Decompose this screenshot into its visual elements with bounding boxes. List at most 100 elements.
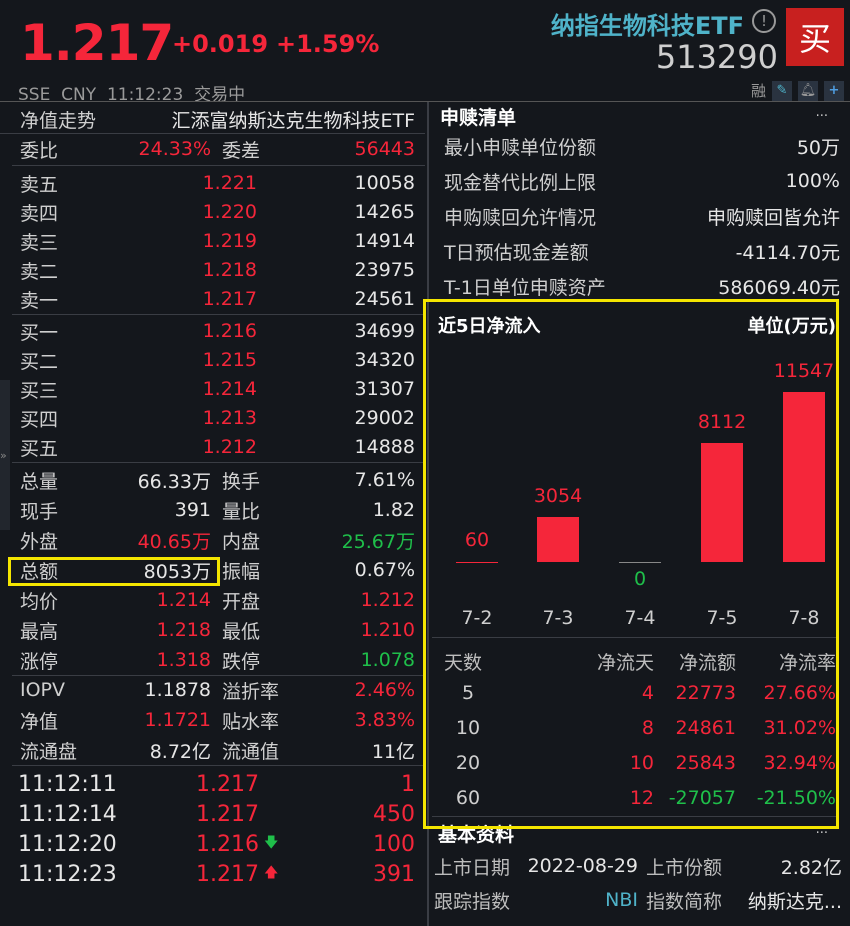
- divider: [12, 765, 425, 766]
- ask-price: 1.217: [202, 288, 257, 310]
- ask-volume: 14265: [354, 201, 415, 223]
- ask-row: 卖五 1.221 10058: [0, 169, 425, 197]
- security-name: 纳指生物科技ETF: [550, 12, 744, 40]
- bar-value-label: 3054: [533, 485, 583, 508]
- stat-label: 内盘: [222, 530, 261, 553]
- stat-value: 7.61%: [354, 469, 415, 491]
- bell-icon[interactable]: 🔔︎: [798, 80, 818, 101]
- flow-table-row: 5 4 22773 27.66%: [432, 679, 836, 707]
- security-code: 513290: [655, 38, 778, 76]
- level-label: 卖三: [20, 231, 59, 254]
- stat-row: 涨停 1.318 跌停 1.078: [0, 646, 425, 674]
- stat-value: 8053万: [143, 560, 211, 583]
- buy-button[interactable]: 买: [786, 8, 844, 66]
- price-change-pct: +1.59%: [276, 30, 380, 58]
- stat-value: 3.83%: [354, 709, 415, 731]
- flow-table-row: 20 10 25843 32.94%: [432, 749, 836, 777]
- label: T-1日单位申赎资产: [444, 276, 606, 299]
- bid-price: 1.212: [202, 436, 257, 458]
- nav-trend-tab[interactable]: 净值走势: [20, 109, 97, 132]
- stat-label: 量比: [222, 500, 261, 523]
- x-tick-label: 7-3: [542, 607, 574, 629]
- stat-label: 贴水率: [222, 710, 280, 733]
- bid-row: 买四 1.213 29002: [0, 404, 425, 432]
- x-tick-label: 7-5: [706, 607, 738, 629]
- divider: [12, 314, 425, 315]
- net-amount: 22773: [675, 682, 736, 704]
- more-button[interactable]: ···: [815, 108, 828, 124]
- market-info: SSE CNY 11:12:23 交易中: [18, 80, 245, 105]
- bar-7-3[interactable]: [537, 517, 579, 562]
- arrow-up-icon: 🡅: [264, 865, 279, 881]
- value: 24.33%: [138, 138, 211, 160]
- bar-7-5[interactable]: [701, 442, 743, 562]
- trading-status: 交易中: [194, 85, 246, 105]
- stat-value: 1.078: [360, 649, 415, 671]
- stat-row: 现手 391 量比 1.82: [0, 496, 425, 524]
- ask-row: 卖四 1.220 14265: [0, 198, 425, 226]
- ask-row: 卖二 1.218 23975: [0, 256, 425, 284]
- net-days: 4: [641, 682, 654, 704]
- plus-icon[interactable]: +: [824, 80, 844, 101]
- nav-header: 净值走势 汇添富纳斯达克生物科技ETF: [0, 105, 425, 133]
- stat-value: 1.214: [156, 589, 211, 611]
- bid-volume: 34320: [354, 349, 415, 371]
- tick-price: 1.217: [196, 771, 259, 797]
- bar-7-4[interactable]: [619, 562, 661, 563]
- stat-value: 391: [174, 499, 211, 521]
- bar-7-8[interactable]: [783, 392, 825, 562]
- bid-price: 1.213: [202, 407, 257, 429]
- tick-row: 11:12:20 1.216 🡇 100: [0, 830, 425, 858]
- level-label: 买三: [20, 379, 59, 402]
- collapse-tab[interactable]: »: [0, 380, 10, 530]
- stat-value: 1.1721: [144, 709, 211, 731]
- flow-table-row: 60 12 -27057 -21.50%: [432, 784, 836, 812]
- toolbar: 融 ✎ 🔔︎ +: [751, 80, 844, 101]
- flow-header: 近5日净流入 单位(万元): [432, 311, 840, 339]
- label: 最小申赎单位份额: [444, 136, 597, 159]
- more-button[interactable]: ···: [815, 825, 828, 841]
- stat-label: 涨停: [20, 650, 59, 673]
- level-label: 买五: [20, 437, 59, 460]
- ask-volume: 24561: [354, 288, 415, 310]
- days: 60: [455, 787, 481, 809]
- value: 申购赎回皆允许: [706, 206, 840, 229]
- stat-label: 跌停: [222, 650, 261, 673]
- bar-value-label: 0: [633, 568, 647, 590]
- stat-value: 11亿: [371, 740, 415, 763]
- bid-row: 买五 1.212 14888: [0, 433, 425, 461]
- value: -4114.70元: [735, 241, 840, 264]
- value[interactable]: NBI: [605, 889, 638, 911]
- edit-icon[interactable]: ✎: [772, 80, 792, 101]
- bar-7-2[interactable]: [456, 562, 498, 563]
- stat-row: 最高 1.218 最低 1.210: [0, 616, 425, 644]
- stat-value: 8.72亿: [149, 740, 211, 763]
- margin-label: 融: [750, 82, 766, 100]
- value: 2.82亿: [780, 856, 842, 879]
- panel-divider[interactable]: [427, 102, 429, 926]
- tick-time: 11:12:20: [18, 831, 117, 857]
- bid-row: 买二 1.215 34320: [0, 346, 425, 374]
- stat-label: 换手: [222, 470, 261, 493]
- net-rate: 32.94%: [763, 752, 836, 774]
- redeem-header: 申赎清单 ···: [432, 102, 850, 130]
- highlight-net-inflow: [423, 299, 839, 829]
- x-tick-label: 7-2: [461, 607, 493, 629]
- tick-row: 11:12:23 1.217 🡅 391: [0, 860, 425, 888]
- bar-value-label: 8112: [697, 410, 747, 433]
- bar-value-label: 60: [464, 529, 490, 552]
- ask-price: 1.221: [202, 172, 257, 194]
- info-icon[interactable]: !: [752, 9, 776, 33]
- x-tick-label: 7-8: [788, 607, 820, 629]
- stat-value: 1.218: [156, 619, 211, 641]
- divider: [0, 101, 850, 102]
- weibi-row: 委比 24.33% 委差 56443: [0, 135, 425, 163]
- label: 指数简称: [646, 890, 723, 913]
- column-header: 净流天: [596, 651, 654, 674]
- bid-volume: 29002: [354, 407, 415, 429]
- tick-price: 1.216: [196, 831, 259, 857]
- stat-row: IOPV 1.1878 溢折率 2.46%: [0, 676, 425, 704]
- value: 纳斯达克...: [747, 890, 842, 913]
- net-rate: 31.02%: [763, 717, 836, 739]
- section-title: 基本资料: [438, 823, 515, 846]
